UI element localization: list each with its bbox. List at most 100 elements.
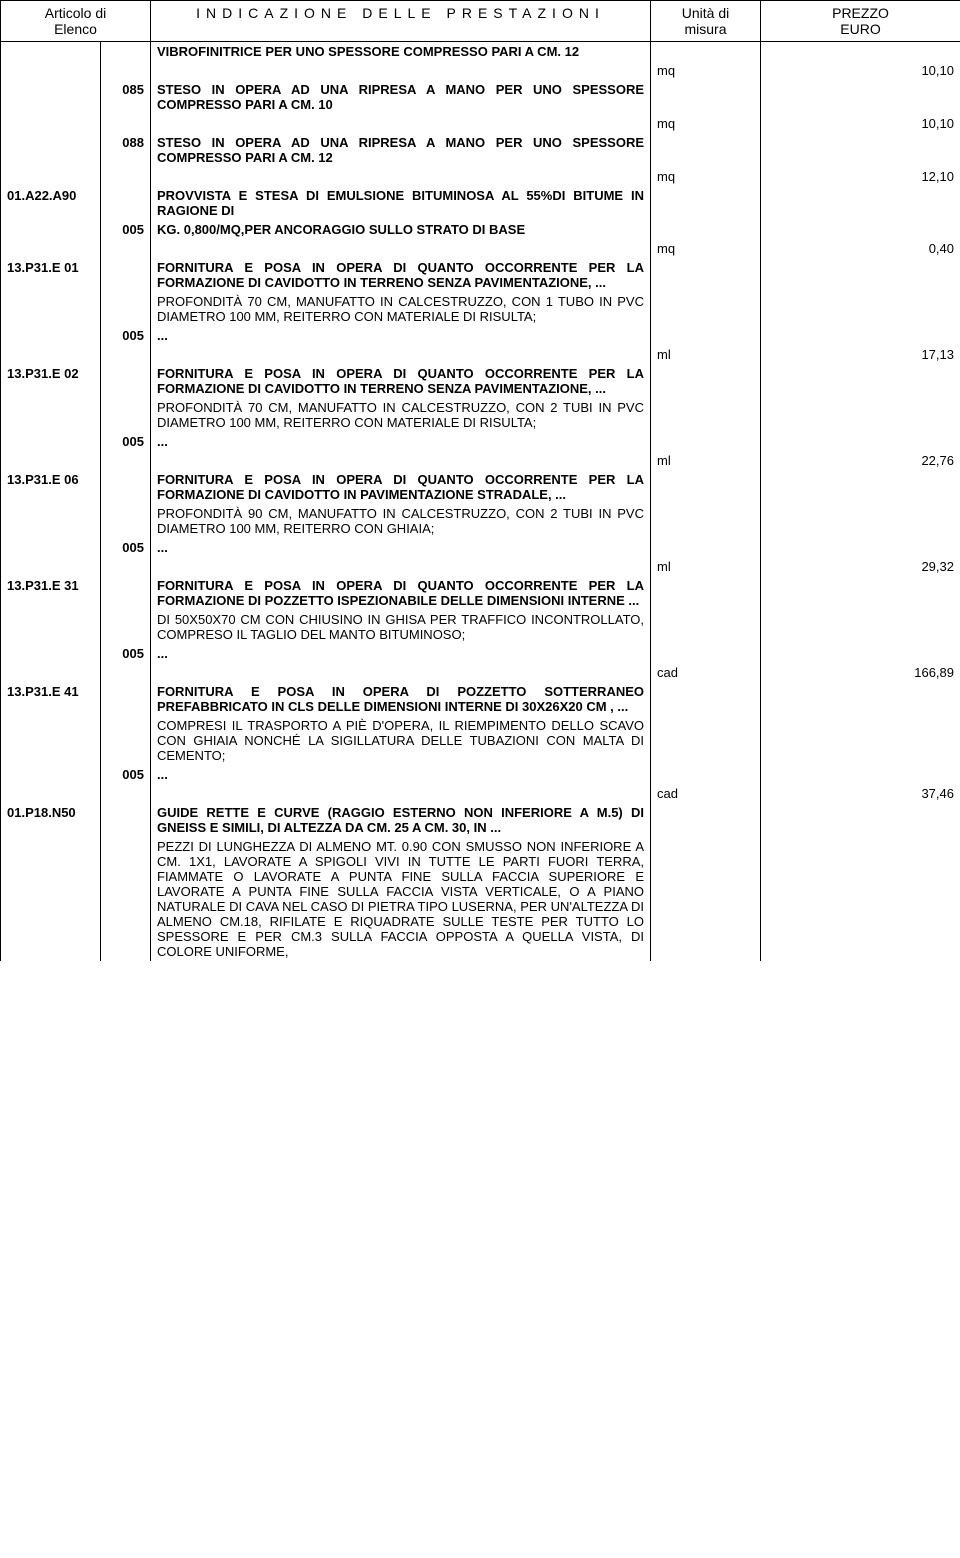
article-subcode xyxy=(101,837,151,961)
unit-cell xyxy=(651,765,761,784)
article-subcode xyxy=(101,682,151,716)
price-value: 0,40 xyxy=(761,239,960,258)
article-detail: DI 50X50X70 CM CON CHIUSINO IN GHISA PER… xyxy=(151,610,651,644)
table-row: 088STESO IN OPERA AD UNA RIPRESA A MANO … xyxy=(1,133,960,167)
unit-cell xyxy=(651,364,761,398)
article-code: 13.P31.E 01 xyxy=(1,258,101,292)
table-header: Articolo di Elenco INDICAZIONE DELLE PRE… xyxy=(1,1,960,42)
header-prezzo: PREZZO EURO xyxy=(761,1,960,42)
article-description xyxy=(151,663,651,682)
table-row: mq0,40 xyxy=(1,239,960,258)
article-code xyxy=(1,292,101,326)
table-row: PEZZI DI LUNGHEZZA DI ALMENO MT. 0.90 CO… xyxy=(1,837,960,961)
table-row: 005... xyxy=(1,538,960,557)
price-value: 37,46 xyxy=(761,784,960,803)
article-description xyxy=(151,239,651,258)
price-cell xyxy=(761,504,960,538)
price-cell xyxy=(761,133,960,167)
price-cell xyxy=(761,538,960,557)
article-subcode xyxy=(101,557,151,576)
article-description: VIBROFINITRICE PER UNO SPESSORE COMPRESS… xyxy=(151,42,651,62)
table-row: 005... xyxy=(1,432,960,451)
article-code xyxy=(1,42,101,62)
price-cell xyxy=(761,644,960,663)
article-detail: COMPRESI IL TRASPORTO A PIÈ D'OPERA, IL … xyxy=(151,716,651,765)
article-subcode xyxy=(101,114,151,133)
unit-cell xyxy=(651,837,761,961)
article-detail: PROFONDITÀ 70 CM, MANUFATTO IN CALCESTRU… xyxy=(151,398,651,432)
article-subcode xyxy=(101,576,151,610)
article-code xyxy=(1,80,101,114)
unit-cell xyxy=(651,432,761,451)
article-description: STESO IN OPERA AD UNA RIPRESA A MANO PER… xyxy=(151,80,651,114)
table-row: PROFONDITÀ 90 CM, MANUFATTO IN CALCESTRU… xyxy=(1,504,960,538)
price-cell xyxy=(761,186,960,220)
article-description xyxy=(151,451,651,470)
article-description: PROVVISTA E STESA DI EMULSIONE BITUMINOS… xyxy=(151,186,651,220)
article-subcode xyxy=(101,186,151,220)
article-code xyxy=(1,716,101,765)
article-subcode xyxy=(101,364,151,398)
article-code: 13.P31.E 41 xyxy=(1,682,101,716)
unit-cell xyxy=(651,258,761,292)
header-articolo: Articolo di Elenco xyxy=(1,1,151,42)
article-code: 13.P31.E 31 xyxy=(1,576,101,610)
unit-value: mq xyxy=(651,167,761,186)
article-subcode: 005 xyxy=(101,644,151,663)
article-code xyxy=(1,784,101,803)
article-description: FORNITURA E POSA IN OPERA DI QUANTO OCCO… xyxy=(151,576,651,610)
unit-cell xyxy=(651,220,761,239)
price-value: 29,32 xyxy=(761,557,960,576)
article-code xyxy=(1,114,101,133)
article-subcode xyxy=(101,470,151,504)
article-subcode xyxy=(101,345,151,364)
unit-cell xyxy=(651,538,761,557)
table-row: 005... xyxy=(1,644,960,663)
table-row: VIBROFINITRICE PER UNO SPESSORE COMPRESS… xyxy=(1,42,960,62)
article-subcode xyxy=(101,803,151,837)
article-ellipsis: ... xyxy=(151,432,651,451)
article-subcode: 005 xyxy=(101,538,151,557)
article-subcode xyxy=(101,167,151,186)
table-row: 005... xyxy=(1,765,960,784)
header-unita-l1: Unità di xyxy=(682,5,729,21)
article-subcode xyxy=(101,504,151,538)
unit-value: mq xyxy=(651,239,761,258)
article-detail: PEZZI DI LUNGHEZZA DI ALMENO MT. 0.90 CO… xyxy=(151,837,651,961)
price-cell xyxy=(761,576,960,610)
table-row: PROFONDITÀ 70 CM, MANUFATTO IN CALCESTRU… xyxy=(1,398,960,432)
article-description: KG. 0,800/MQ,PER ANCORAGGIO SULLO STRATO… xyxy=(151,220,651,239)
article-description: GUIDE RETTE E CURVE (RAGGIO ESTERNO NON … xyxy=(151,803,651,837)
header-prezzo-l2: EURO xyxy=(840,21,880,37)
price-list-table: Articolo di Elenco INDICAZIONE DELLE PRE… xyxy=(0,0,960,961)
table-row: 01.P18.N50GUIDE RETTE E CURVE (RAGGIO ES… xyxy=(1,803,960,837)
price-cell xyxy=(761,610,960,644)
article-subcode xyxy=(101,292,151,326)
unit-cell xyxy=(651,186,761,220)
article-code xyxy=(1,326,101,345)
article-subcode xyxy=(101,398,151,432)
article-code xyxy=(1,239,101,258)
unit-cell xyxy=(651,292,761,326)
unit-value: ml xyxy=(651,451,761,470)
price-value: 166,89 xyxy=(761,663,960,682)
unit-value: ml xyxy=(651,557,761,576)
price-cell xyxy=(761,364,960,398)
article-code xyxy=(1,451,101,470)
unit-cell xyxy=(651,716,761,765)
price-cell xyxy=(761,432,960,451)
table-row: mq10,10 xyxy=(1,114,960,133)
price-cell xyxy=(761,258,960,292)
unit-cell xyxy=(651,42,761,62)
article-ellipsis: ... xyxy=(151,538,651,557)
article-code xyxy=(1,644,101,663)
header-unita: Unità di misura xyxy=(651,1,761,42)
table-row: 13.P31.E 41FORNITURA E POSA IN OPERA DI … xyxy=(1,682,960,716)
price-value: 17,13 xyxy=(761,345,960,364)
price-cell xyxy=(761,292,960,326)
unit-cell xyxy=(651,644,761,663)
article-code xyxy=(1,837,101,961)
article-subcode xyxy=(101,610,151,644)
article-code: 13.P31.E 06 xyxy=(1,470,101,504)
article-code xyxy=(1,610,101,644)
